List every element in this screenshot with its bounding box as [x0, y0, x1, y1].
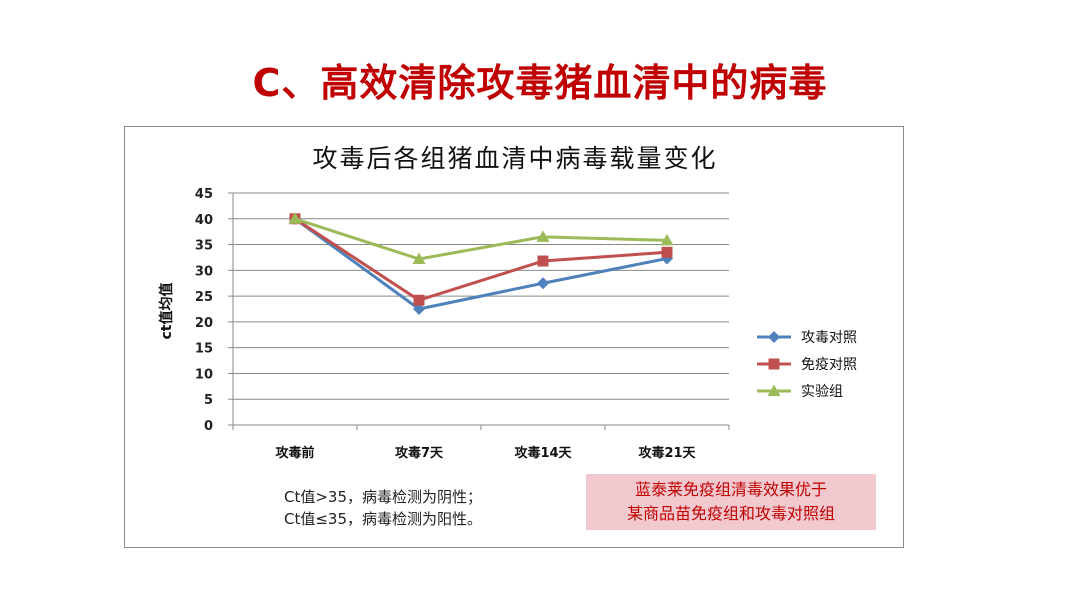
data-point-2-3 — [537, 255, 549, 267]
data-point-1-2 — [413, 303, 425, 315]
data-point-1-3 — [537, 277, 549, 290]
legend-label: 攻毒对照 — [801, 330, 857, 346]
slide-title: C、高效清除攻毒猪血清中的病毒 — [252, 61, 828, 105]
note-positive: Ct值≤35，病毒检测为阳性。 — [284, 510, 483, 528]
legend-label: 免疫对照 — [801, 357, 857, 373]
series-line-3 — [294, 217, 668, 261]
legend-marker — [768, 358, 780, 370]
data-point-2-2 — [413, 294, 425, 306]
highlight-line-2: 某商品苗免疫组和攻毒对照组 — [626, 504, 835, 523]
x-tick-label: 攻毒21天 — [638, 445, 696, 461]
note-negative: Ct值>35，病毒检测为阴性； — [284, 488, 483, 506]
data-point-3-3 — [536, 230, 550, 242]
y-tick-label: 30 — [195, 264, 213, 279]
chart-frame: 攻毒后各组猪血清中病毒载量变化 ct值均值 0 5 10 15 20 25 30 35 40 45… — [124, 126, 904, 548]
x-tick-label: 攻毒14天 — [514, 445, 572, 461]
y-tick-label: 35 — [195, 239, 213, 254]
y-tick-label: 0 — [204, 419, 213, 434]
y-tick-label: 5 — [204, 393, 213, 408]
highlight-box: 蓝泰莱免疫组清毒效果优于 某商品苗免疫组和攻毒对照组 — [586, 474, 876, 530]
highlight-line-1: 蓝泰莱免疫组清毒效果优于 — [634, 480, 827, 499]
line-chart: 攻毒后各组猪血清中病毒载量变化 ct值均值 0 5 10 15 20 25 30 35 40 45… — [158, 144, 857, 461]
legend-marker — [767, 384, 781, 396]
data-point-3-2 — [412, 252, 426, 264]
chart-title: 攻毒后各组猪血清中病毒载量变化 — [312, 144, 717, 173]
y-tick-label: 40 — [195, 213, 213, 228]
x-tick-label: 攻毒7天 — [395, 445, 444, 461]
y-tick-label: 20 — [195, 316, 213, 331]
data-point-3-1 — [288, 212, 302, 224]
legend-label: 实验组 — [801, 384, 843, 400]
y-tick-label: 45 — [195, 187, 213, 202]
series-line-1 — [294, 217, 668, 311]
data-point-2-4 — [661, 246, 673, 258]
y-tick-label: 15 — [195, 342, 213, 357]
x-tick-label: 攻毒前 — [275, 445, 314, 461]
legend-marker — [768, 331, 780, 343]
y-axis-label: ct值均值 — [158, 283, 175, 340]
data-point-3-4 — [660, 233, 674, 246]
y-tick-label: 10 — [195, 367, 213, 382]
series-line-2 — [294, 217, 668, 302]
y-tick-label: 25 — [195, 290, 213, 305]
notes: Ct值>35，病毒检测为阴性； Ct值≤35，病毒检测为阳性。 — [284, 486, 482, 530]
